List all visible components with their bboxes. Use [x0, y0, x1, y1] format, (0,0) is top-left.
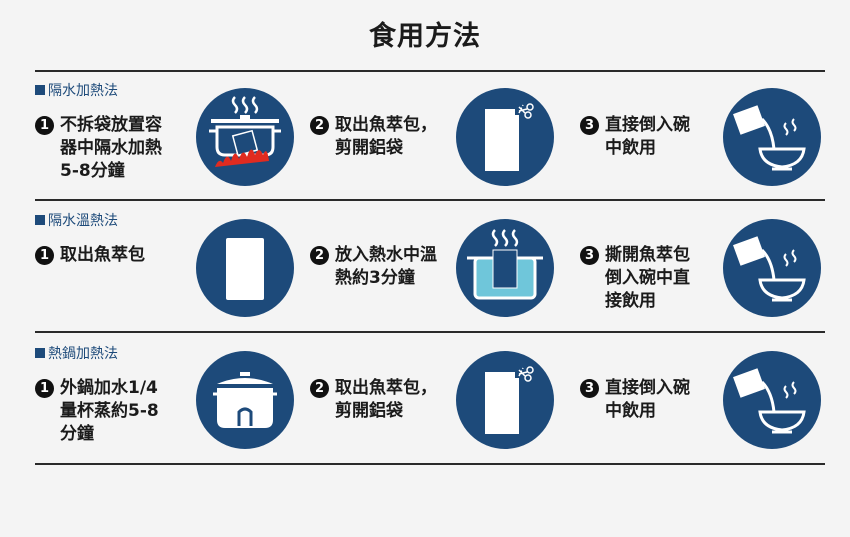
step-2: 2 取出魚萃包， 剪開鋁袋	[310, 114, 437, 160]
pour-into-bowl-icon	[722, 218, 822, 318]
section-label: 熱鍋加熱法	[35, 343, 118, 363]
section-label: 隔水溫熱法	[35, 210, 118, 230]
pouch-icon	[195, 218, 295, 318]
step-text: 不拆袋放置容 器中隔水加熱 5-8分鐘	[60, 115, 162, 181]
step-number-badge: 3	[580, 379, 599, 398]
rice-cooker-icon	[195, 350, 295, 450]
step-number-badge: 1	[35, 246, 54, 265]
step-1: 1 外鍋加水1/4 量杯蒸約5-8 分鐘	[35, 377, 159, 446]
step-3: 3 直接倒入碗 中飲用	[580, 114, 690, 160]
pour-into-bowl-icon	[722, 350, 822, 450]
square-bullet-icon	[35, 348, 45, 358]
step-number-badge: 2	[310, 116, 329, 135]
section-label-text: 隔水加熱法	[48, 83, 118, 99]
step-1: 1 不拆袋放置容 器中隔水加熱 5-8分鐘	[35, 114, 162, 183]
divider	[35, 463, 825, 465]
pot-on-fire-icon	[195, 87, 295, 187]
square-bullet-icon	[35, 215, 45, 225]
section-label: 隔水加熱法	[35, 80, 118, 100]
step-text: 外鍋加水1/4 量杯蒸約5-8 分鐘	[60, 378, 159, 444]
step-3: 3 撕開魚萃包 倒入碗中直 接飲用	[580, 244, 690, 313]
page-title: 食用方法	[369, 21, 481, 52]
step-text: 直接倒入碗 中飲用	[605, 378, 690, 421]
pour-into-bowl-icon	[722, 87, 822, 187]
step-number-badge: 1	[35, 116, 54, 135]
step-text: 撕開魚萃包 倒入碗中直 接飲用	[605, 245, 690, 311]
step-text: 取出魚萃包	[60, 245, 145, 265]
section-label-text: 熱鍋加熱法	[48, 346, 118, 362]
step-number-badge: 2	[310, 246, 329, 265]
step-text: 放入熱水中溫 熱約3分鐘	[335, 245, 437, 288]
pouch-in-hot-water-icon	[455, 218, 555, 318]
cut-pouch-icon	[455, 87, 555, 187]
step-number-badge: 1	[35, 379, 54, 398]
step-number-badge: 3	[580, 246, 599, 265]
step-2: 2 放入熱水中溫 熱約3分鐘	[310, 244, 437, 290]
step-3: 3 直接倒入碗 中飲用	[580, 377, 690, 423]
step-2: 2 取出魚萃包， 剪開鋁袋	[310, 377, 437, 423]
step-text: 直接倒入碗 中飲用	[605, 115, 690, 158]
section-label-text: 隔水溫熱法	[48, 213, 118, 229]
step-number-badge: 2	[310, 379, 329, 398]
step-text: 取出魚萃包， 剪開鋁袋	[335, 115, 437, 158]
divider	[35, 70, 825, 72]
divider	[35, 331, 825, 333]
step-number-badge: 3	[580, 116, 599, 135]
divider	[35, 199, 825, 201]
cut-pouch-icon	[455, 350, 555, 450]
step-text: 取出魚萃包， 剪開鋁袋	[335, 378, 437, 421]
step-1: 1 取出魚萃包	[35, 244, 145, 267]
square-bullet-icon	[35, 85, 45, 95]
